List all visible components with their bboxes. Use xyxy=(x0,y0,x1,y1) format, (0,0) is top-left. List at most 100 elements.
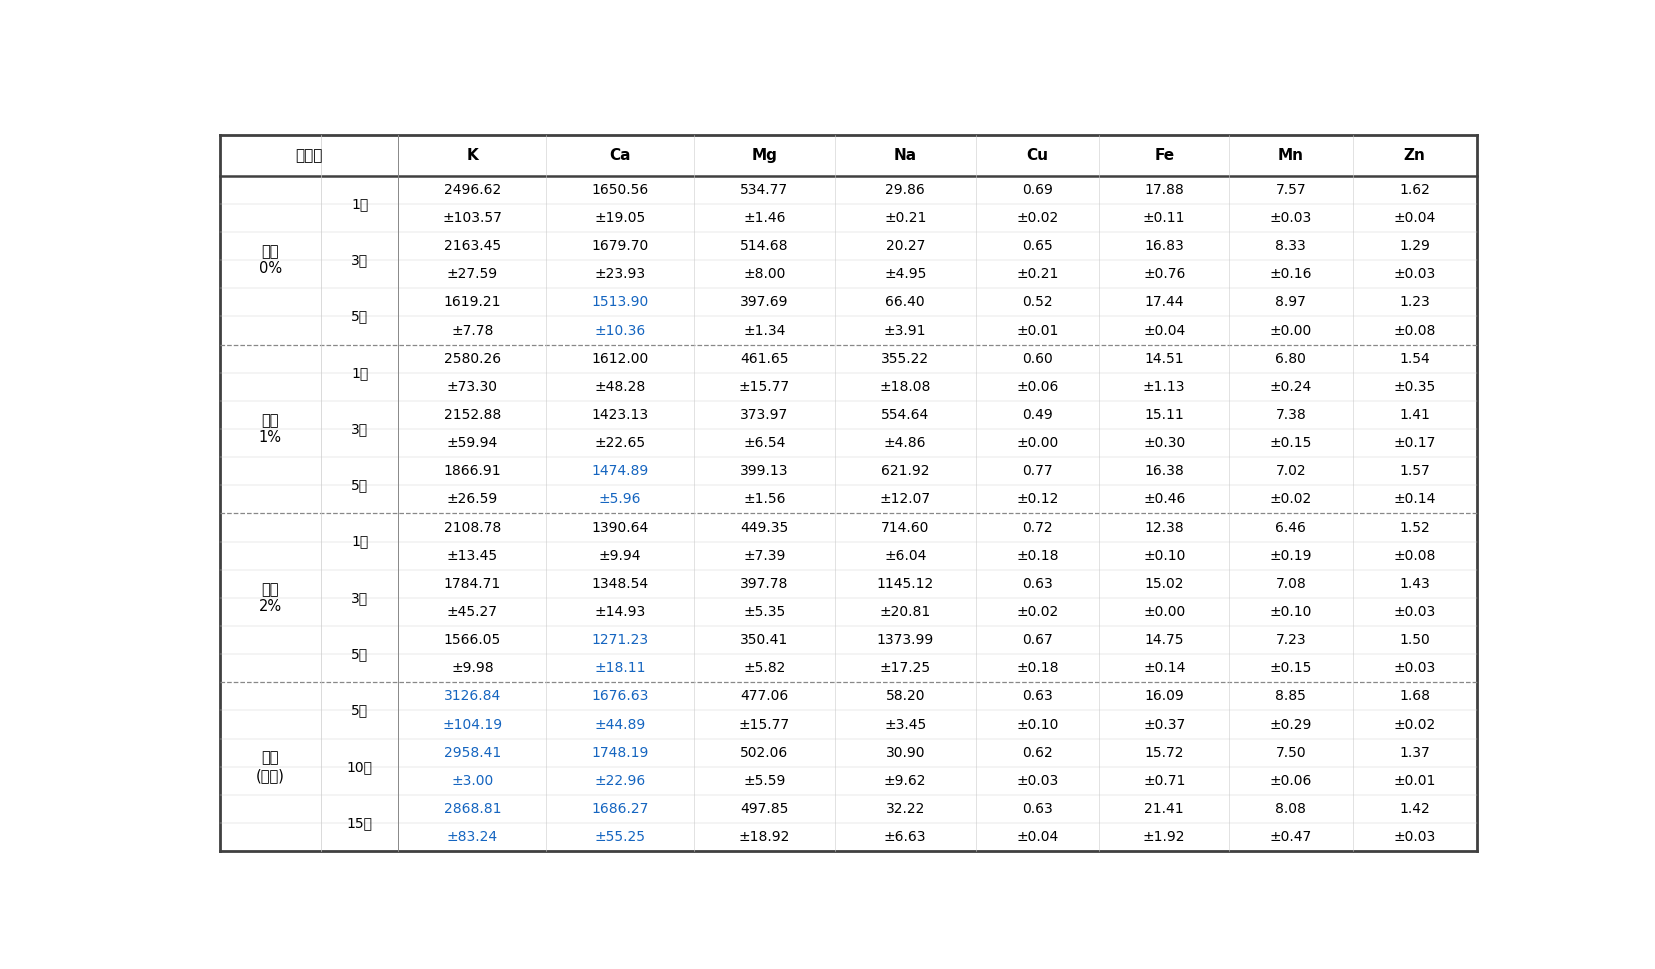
Text: ±19.05: ±19.05 xyxy=(594,211,645,225)
Text: 399.13: 399.13 xyxy=(740,464,789,479)
Text: 0.63: 0.63 xyxy=(1023,577,1053,591)
Text: ±0.19: ±0.19 xyxy=(1269,548,1312,563)
Text: ±4.95: ±4.95 xyxy=(884,267,927,281)
Text: 1.29: 1.29 xyxy=(1400,239,1430,253)
Text: 1분: 1분 xyxy=(351,197,369,211)
Text: 1.43: 1.43 xyxy=(1400,577,1430,591)
Text: 1650.56: 1650.56 xyxy=(591,183,649,197)
Text: ±1.46: ±1.46 xyxy=(743,211,786,225)
Text: ±0.04: ±0.04 xyxy=(1016,830,1059,844)
Text: ±45.27: ±45.27 xyxy=(447,605,498,619)
Text: 12.38: 12.38 xyxy=(1144,520,1183,535)
Text: 0.72: 0.72 xyxy=(1023,520,1053,535)
Text: ±0.17: ±0.17 xyxy=(1394,436,1437,451)
Text: 0.63: 0.63 xyxy=(1023,689,1053,703)
Text: 1분: 1분 xyxy=(351,365,369,380)
Text: 554.64: 554.64 xyxy=(880,408,930,422)
Text: ±0.12: ±0.12 xyxy=(1016,492,1059,507)
Text: 8.33: 8.33 xyxy=(1276,239,1306,253)
Text: 스팀
(찌기): 스팀 (찌기) xyxy=(257,751,285,783)
Text: ±0.02: ±0.02 xyxy=(1269,492,1312,507)
Text: ±18.92: ±18.92 xyxy=(738,830,789,844)
Text: ±9.98: ±9.98 xyxy=(452,661,493,675)
Text: ±5.96: ±5.96 xyxy=(599,492,642,507)
Text: 0.65: 0.65 xyxy=(1023,239,1053,253)
Text: 2163.45: 2163.45 xyxy=(444,239,501,253)
Text: ±0.10: ±0.10 xyxy=(1144,548,1185,563)
Text: 714.60: 714.60 xyxy=(880,520,930,535)
Text: 1.23: 1.23 xyxy=(1400,296,1430,309)
Text: 1.68: 1.68 xyxy=(1398,689,1430,703)
Text: 1390.64: 1390.64 xyxy=(591,520,649,535)
Text: 1619.21: 1619.21 xyxy=(444,296,501,309)
Text: 2958.41: 2958.41 xyxy=(444,746,501,760)
Text: ±0.14: ±0.14 xyxy=(1394,492,1437,507)
Text: 16.38: 16.38 xyxy=(1144,464,1183,479)
Text: ±6.54: ±6.54 xyxy=(743,436,786,451)
Text: ±7.39: ±7.39 xyxy=(743,548,786,563)
Text: 2868.81: 2868.81 xyxy=(444,802,501,816)
Text: 0.77: 0.77 xyxy=(1023,464,1053,479)
Text: 17.88: 17.88 xyxy=(1144,183,1183,197)
Text: ±10.36: ±10.36 xyxy=(594,324,645,337)
Text: 15.11: 15.11 xyxy=(1144,408,1183,422)
Text: 1.42: 1.42 xyxy=(1400,802,1430,816)
Text: ±0.29: ±0.29 xyxy=(1269,718,1312,732)
Text: ±27.59: ±27.59 xyxy=(447,267,498,281)
Text: ±0.03: ±0.03 xyxy=(1269,211,1312,225)
Text: 534.77: 534.77 xyxy=(740,183,788,197)
Text: ±0.03: ±0.03 xyxy=(1394,830,1437,844)
Text: ±22.96: ±22.96 xyxy=(594,774,645,788)
Text: ±7.78: ±7.78 xyxy=(452,324,493,337)
Text: 1분: 1분 xyxy=(351,535,369,548)
Text: 5분: 5분 xyxy=(351,647,369,661)
Text: ±0.03: ±0.03 xyxy=(1394,661,1437,675)
Text: 30.90: 30.90 xyxy=(885,746,925,760)
Text: 5분: 5분 xyxy=(351,703,369,717)
Text: ±23.93: ±23.93 xyxy=(594,267,645,281)
Text: 17.44: 17.44 xyxy=(1145,296,1183,309)
Text: ±0.10: ±0.10 xyxy=(1016,718,1059,732)
Text: 염도
0%: 염도 0% xyxy=(258,244,281,276)
Text: 350.41: 350.41 xyxy=(740,633,788,647)
Text: 502.06: 502.06 xyxy=(740,746,788,760)
Text: ±0.47: ±0.47 xyxy=(1269,830,1312,844)
Text: 15.72: 15.72 xyxy=(1145,746,1183,760)
Text: ±44.89: ±44.89 xyxy=(594,718,645,732)
Text: 355.22: 355.22 xyxy=(880,352,928,365)
Text: 477.06: 477.06 xyxy=(740,689,788,703)
Text: 621.92: 621.92 xyxy=(880,464,930,479)
Text: ±5.35: ±5.35 xyxy=(743,605,786,619)
Text: 1474.89: 1474.89 xyxy=(591,464,649,479)
Text: ±0.04: ±0.04 xyxy=(1394,211,1437,225)
Text: 10분: 10분 xyxy=(348,760,372,774)
Text: ±8.00: ±8.00 xyxy=(743,267,786,281)
Text: ±0.03: ±0.03 xyxy=(1394,267,1437,281)
Text: K: K xyxy=(467,148,478,163)
Text: 1.54: 1.54 xyxy=(1400,352,1430,365)
Text: ±0.02: ±0.02 xyxy=(1394,718,1437,732)
Text: 6.80: 6.80 xyxy=(1276,352,1306,365)
Text: ±0.46: ±0.46 xyxy=(1144,492,1185,507)
Text: Na: Na xyxy=(894,148,917,163)
Text: ±15.77: ±15.77 xyxy=(738,380,789,393)
Text: ±18.11: ±18.11 xyxy=(594,661,645,675)
Text: 1348.54: 1348.54 xyxy=(591,577,649,591)
Text: ±0.18: ±0.18 xyxy=(1016,661,1059,675)
Text: 29.86: 29.86 xyxy=(885,183,925,197)
Text: 3분: 3분 xyxy=(351,422,369,436)
Text: 0.69: 0.69 xyxy=(1023,183,1053,197)
Text: Fe: Fe xyxy=(1154,148,1175,163)
Text: 14.51: 14.51 xyxy=(1144,352,1183,365)
Text: 2108.78: 2108.78 xyxy=(444,520,501,535)
Text: ±0.00: ±0.00 xyxy=(1144,605,1185,619)
Text: 16.83: 16.83 xyxy=(1144,239,1183,253)
Text: 2152.88: 2152.88 xyxy=(444,408,501,422)
Text: 1513.90: 1513.90 xyxy=(591,296,649,309)
Text: ±0.71: ±0.71 xyxy=(1144,774,1185,788)
Text: 1423.13: 1423.13 xyxy=(591,408,649,422)
Text: Cu: Cu xyxy=(1026,148,1049,163)
Text: 7.02: 7.02 xyxy=(1276,464,1306,479)
Text: 2496.62: 2496.62 xyxy=(444,183,501,197)
Text: 3126.84: 3126.84 xyxy=(444,689,501,703)
